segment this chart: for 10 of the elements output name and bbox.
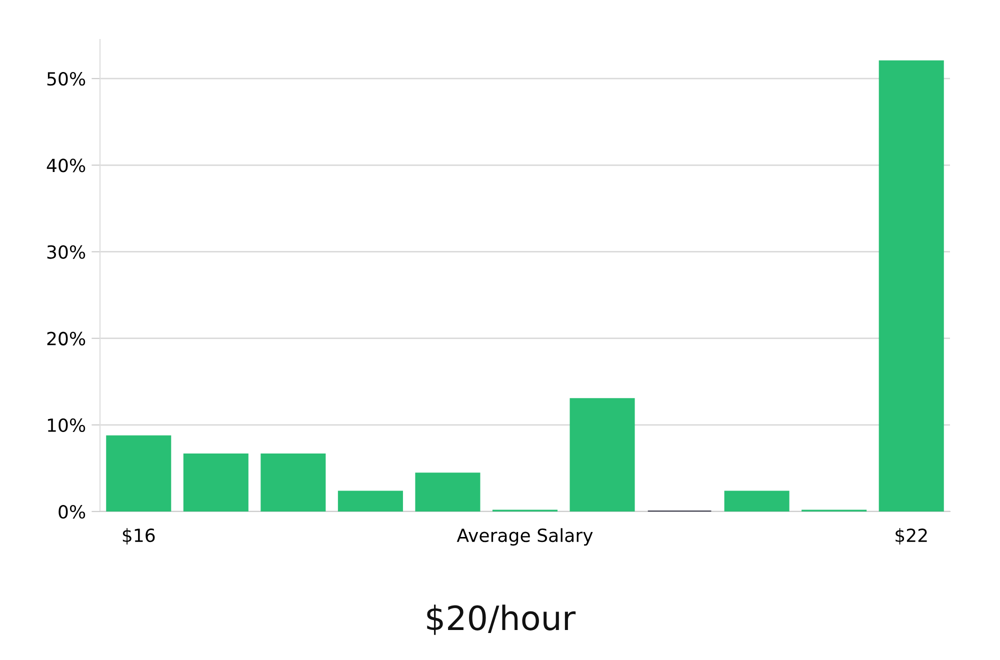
y-tick-label: 40% (46, 158, 86, 172)
x-tick-label: Average Salary (456, 528, 593, 546)
y-tick-label: 0% (58, 504, 86, 519)
y-tick-label: 20% (47, 332, 86, 346)
x-tick-label: $16 (122, 528, 155, 545)
y-tick-label: 30% (47, 245, 86, 259)
text: $20/hour (427, 604, 576, 635)
y-tick-label: 50% (47, 72, 86, 86)
y-tick-label: 10% (48, 418, 86, 432)
x-tick-label: $22 (896, 528, 927, 545)
